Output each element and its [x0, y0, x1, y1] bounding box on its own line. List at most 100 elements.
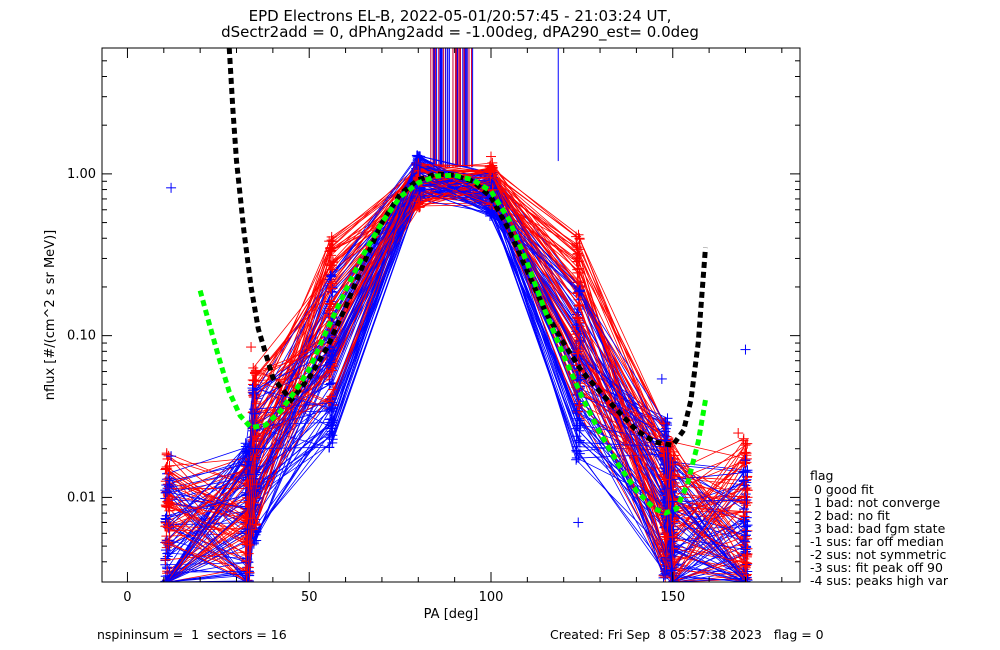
data-point [160, 554, 171, 565]
data-point [740, 344, 751, 355]
data-point [667, 531, 678, 542]
x-tick-label: 150 [660, 590, 685, 605]
data-point [250, 398, 261, 409]
data-point [661, 483, 672, 494]
data-point [327, 256, 338, 267]
spectrum-line [166, 164, 747, 582]
data-point [411, 150, 422, 161]
y-tick-label: 0.01 [67, 490, 96, 505]
data-point [485, 172, 496, 183]
data-point [660, 569, 671, 580]
data-point [244, 567, 255, 578]
data-point [573, 300, 584, 311]
data-point [740, 516, 751, 527]
data-point [571, 240, 582, 251]
data-point [162, 522, 173, 533]
plot-frame [101, 47, 801, 583]
data-point [486, 210, 497, 221]
data-point [414, 167, 425, 178]
data-point [740, 544, 751, 555]
data-point [656, 373, 667, 384]
data-point [669, 454, 680, 465]
data-point [574, 285, 585, 296]
x-axis-label: PA [deg] [424, 607, 479, 622]
data-point [738, 467, 749, 478]
data-point [573, 346, 584, 357]
data-point [161, 463, 172, 474]
chart-subtitle: dSectr2add = 0, dPhAng2add = -1.00deg, d… [221, 23, 699, 41]
data-point [326, 391, 337, 402]
legend-title: flag [810, 468, 834, 483]
data-point [667, 565, 678, 576]
data-point [574, 437, 585, 448]
data-point [162, 489, 173, 500]
data-point [571, 454, 582, 465]
spectrum-line [168, 187, 748, 581]
plot-area [160, 48, 753, 582]
data-point [324, 379, 335, 390]
data-point [247, 385, 258, 396]
data-point [571, 405, 582, 416]
data-point [328, 415, 339, 426]
data-point [163, 539, 174, 550]
footer-left: nspininsum = 1 sectors = 16 [97, 627, 287, 642]
data-point [240, 441, 251, 452]
data-point [739, 492, 750, 503]
data-point [742, 485, 753, 496]
chart-title: EPD Electrons EL-B, 2022-05-01/20:57:45 … [248, 7, 672, 25]
data-point [327, 346, 338, 357]
data-point [326, 242, 337, 253]
data-point [411, 159, 422, 170]
spectrum-line [167, 155, 744, 582]
data-point [250, 366, 261, 377]
data-point [164, 498, 175, 509]
data-point [668, 576, 679, 582]
data-point [160, 537, 171, 548]
data-point [742, 438, 753, 449]
data-point [659, 521, 670, 532]
legend-entry: -4 sus: peaks high var [810, 573, 949, 588]
data-point [243, 460, 254, 471]
data-point [246, 342, 257, 353]
legend-entry: -2 sus: not symmetric [810, 547, 947, 562]
data-point [327, 236, 338, 247]
data-point [574, 448, 585, 459]
data-point [738, 475, 749, 486]
data-point [243, 577, 254, 582]
data-point [741, 453, 752, 464]
data-point [164, 577, 175, 582]
data-point [733, 428, 744, 439]
data-point [249, 451, 260, 462]
data-point [738, 577, 749, 582]
data-point [324, 305, 335, 316]
data-point [325, 270, 336, 281]
data-point [667, 518, 678, 529]
data-point [660, 474, 671, 485]
data-point [242, 524, 253, 535]
data-point [328, 384, 339, 395]
data-point [574, 425, 585, 436]
legend-entry: 0 good fit [810, 482, 874, 497]
legend-entry: 2 bad: no fit [810, 508, 890, 523]
y-axis-label: nflux [#/(cm^2 s sr MeV)] [43, 230, 58, 400]
y-tick-label: 1.00 [67, 167, 96, 182]
data-point [662, 532, 673, 543]
data-point [739, 511, 750, 522]
x-tick-label: 0 [123, 590, 131, 605]
legend-entry: -1 sus: far off median [810, 534, 944, 549]
data-point [242, 513, 253, 524]
spectrum-line [169, 189, 746, 567]
data-point [163, 577, 174, 582]
data-point [573, 517, 584, 528]
data-point [325, 260, 336, 271]
data-point [739, 457, 750, 468]
data-point [251, 479, 262, 490]
data-point [243, 469, 254, 480]
spectrum-line [167, 176, 747, 574]
data-point [662, 420, 673, 431]
data-point [250, 443, 261, 454]
data-point [572, 348, 583, 359]
data-point [251, 519, 262, 530]
data-point [485, 161, 496, 172]
